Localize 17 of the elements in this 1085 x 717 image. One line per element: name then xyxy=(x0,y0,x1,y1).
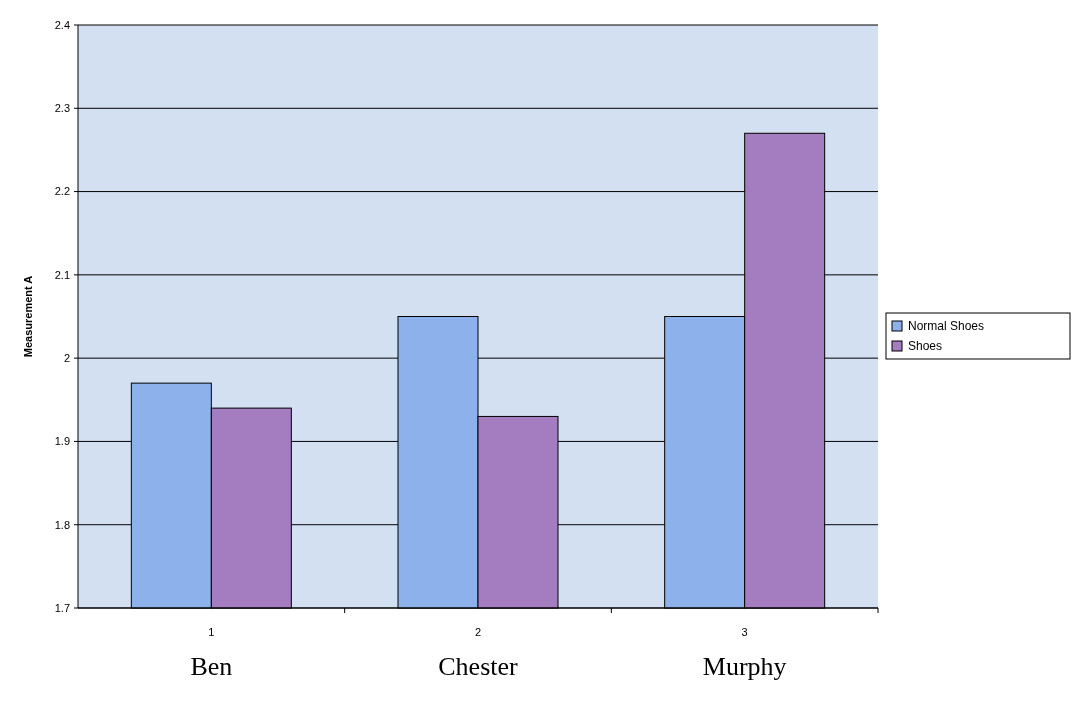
y-tick-label: 2.2 xyxy=(54,185,70,198)
x-tick-label: 2 xyxy=(474,626,482,638)
y-tick-label: 2.1 xyxy=(54,268,70,281)
y-tick-label: 1.7 xyxy=(54,601,70,614)
y-tick-label: 1.8 xyxy=(54,518,70,531)
text: Ben xyxy=(190,652,233,681)
legend-label: Normal Shoes xyxy=(908,319,985,334)
legend-label: Shoes xyxy=(908,339,943,354)
y-tick-label: 2.4 xyxy=(54,18,70,31)
y-tick-label: 2.3 xyxy=(54,102,70,115)
text: Chester xyxy=(438,652,519,681)
x-tick-label: 1 xyxy=(208,626,215,638)
y-axis-title: Measurement A xyxy=(22,275,34,358)
x-tick-label: 3 xyxy=(741,626,748,638)
y-tick-label: 2 xyxy=(63,351,70,364)
y-tick-label: 1.9 xyxy=(54,435,70,448)
text: Murphy xyxy=(702,652,787,681)
